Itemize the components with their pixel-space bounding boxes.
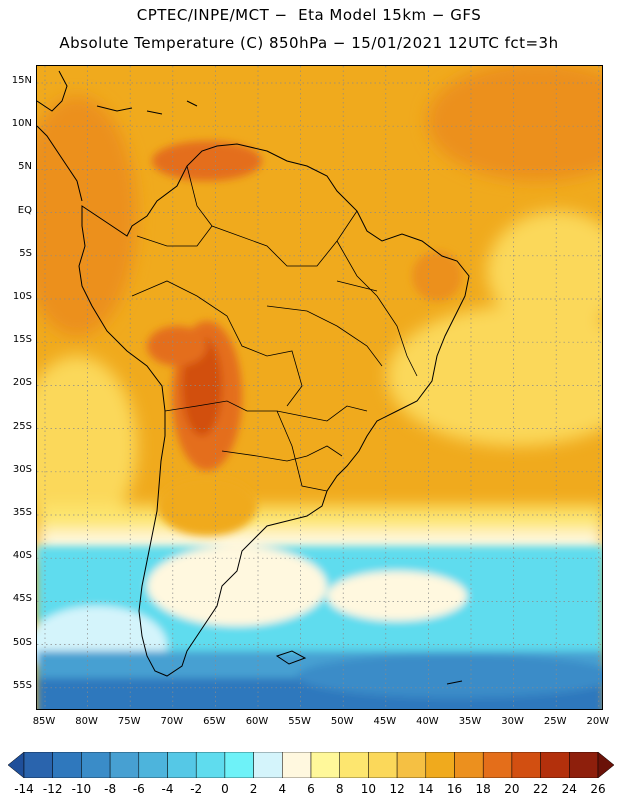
colorbar-cell [224,752,254,778]
chart-title-line1: CPTEC/INPE/MCT − Eta Model 15km − GFS [136,6,482,24]
colorbar-cell [425,752,455,778]
lon-label: 55W [288,716,311,727]
field-atl-yellow1 [387,306,602,446]
colorbar-cell [52,752,82,778]
colorbar-cell [569,752,599,778]
colorbar-label: 10 [360,782,377,796]
lon-label: 65W [203,716,226,727]
lon-label: 80W [75,716,98,727]
colorbar-label: 16 [446,782,463,796]
central-america-coast [37,70,83,202]
colorbar-label: 24 [561,782,577,796]
colorbar-label: 22 [532,782,549,796]
colorbar-cell [23,752,53,778]
lat-label: 50S [12,636,32,648]
colorbar-label: 18 [475,782,491,796]
colorbar-cell [81,752,111,778]
lat-label: 15N [11,75,32,86]
lat-label: 20S [12,377,32,389]
colorbar-label: 14 [418,782,434,796]
lon-label: 85W [32,716,56,727]
lon-label: 50W [330,716,354,727]
colorbar-cell [339,752,369,778]
lon-label: 60W [245,716,269,727]
colorbar-label: -8 [104,782,117,796]
country-borders [131,165,418,492]
field-deep-blue2 [297,654,602,698]
lat-label: 45S [12,593,32,605]
colorbar-label: 12 [389,782,405,796]
colorbar-cell [540,752,570,778]
lat-label: 15S [12,334,32,346]
land-hot-ne [412,251,462,301]
colorbar-max-arrow [597,752,614,778]
lat-label: 25S [12,420,32,432]
graticule [37,66,602,709]
lon-label: 20W [586,716,610,727]
land-hot-bolivia [147,326,207,366]
colorbar-min-arrow [8,752,25,778]
field-atl-yellow2 [487,211,602,331]
lat-label: 5S [19,247,32,259]
lat-label: 5N [18,161,32,173]
lat-label: EQ [17,204,32,216]
colorbar-label: 0 [221,782,229,796]
colorbar-cell [310,752,340,778]
colorbar-label: 2 [249,782,258,796]
field-cream-south [147,546,327,626]
temperature-map [36,65,603,710]
colorbar-cell [195,752,226,778]
lat-label: 40S [12,550,32,562]
lat-label: 35S [12,507,32,518]
colorbar-label: -4 [161,782,174,796]
colorbar-cell [253,752,283,778]
colorbar-cell [396,752,427,778]
colorbar-cell [511,752,541,778]
colorbar-label: 8 [335,782,344,796]
land-warm-patagonia [157,476,257,536]
colorbar-label: 26 [590,782,606,796]
colorbar-cell [138,752,168,778]
lon-label: 45W [373,716,397,727]
caribbean-islands [96,100,198,115]
south-america-coast [78,143,470,677]
coastlines [37,70,470,685]
lon-label: 40W [416,716,439,727]
lat-label: 55S [12,679,32,691]
land-hot-north [152,141,262,181]
lon-label: 75W [117,716,141,727]
lat-label: 30S [12,463,32,475]
field-cream-south2 [327,571,467,621]
south-georgia [446,680,463,685]
colorbar-label: 20 [504,782,520,796]
lon-label: 70W [160,716,184,727]
field-pacific-warm [37,96,137,336]
colorbar-label: -6 [132,782,145,796]
colorbar [8,752,614,778]
colorbar-label: -2 [190,782,203,796]
lat-label: 10N [11,118,32,130]
field-pac-yellow [37,356,137,536]
lat-label: 10S [12,291,32,302]
colorbar-cell [282,752,312,778]
colorbar-cell [368,752,398,778]
lon-label: 30W [501,716,524,727]
colorbar-cell [454,752,484,778]
colorbar-label: 4 [278,782,287,796]
falkland-islands [275,650,307,665]
colorbar-label: -14 [14,782,34,796]
colorbar-label: -10 [71,782,92,796]
colorbar-label: 28 [612,782,618,796]
lon-label: 25W [543,716,567,727]
colorbar-label: 6 [307,782,315,796]
colorbar-label: -12 [42,782,63,796]
lon-label: 35W [458,716,482,727]
colorbar-cell [482,752,513,778]
colorbar-cell [167,752,197,778]
chart-title-line2: Absolute Temperature (C) 850hPa − 15/01/… [59,34,559,52]
colorbar-cell [109,752,140,778]
